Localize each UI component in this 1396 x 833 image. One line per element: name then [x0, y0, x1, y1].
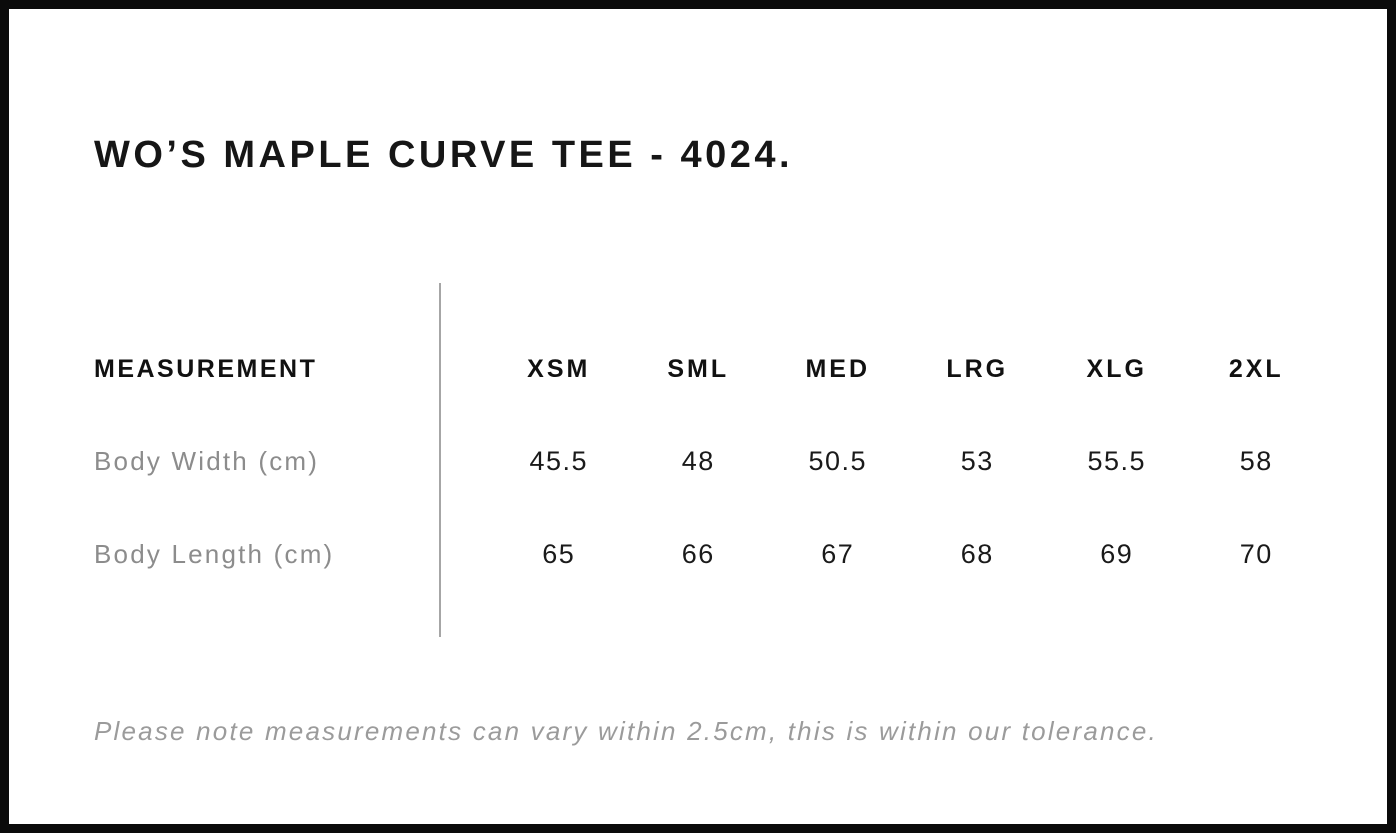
- column-header-measurement: MEASUREMENT: [94, 355, 318, 383]
- body-width-sml: 48: [681, 446, 715, 476]
- body-length-lrg: 68: [960, 539, 994, 569]
- size-table-header-row: MEASUREMENT XSM SML MED LRG XLG 2XL: [94, 355, 1326, 384]
- body-width-xsm: 45.5: [529, 446, 589, 476]
- column-header-lrg: LRG: [946, 355, 1009, 383]
- table-row-body-width: Body Width (cm) 45.5 48 50.5 53 55.5 58: [94, 446, 1326, 477]
- body-length-sml: 66: [681, 539, 715, 569]
- table-row-body-length: Body Length (cm) 65 66 67 68 69 70: [94, 539, 1326, 570]
- body-length-med: 67: [821, 539, 855, 569]
- column-header-xlg: XLG: [1086, 355, 1147, 383]
- tolerance-note: Please note measurements can vary within…: [94, 716, 1158, 746]
- row-label-body-width: Body Width (cm): [94, 446, 320, 476]
- table-vertical-divider: [439, 283, 441, 637]
- body-width-xlg: 55.5: [1087, 446, 1147, 476]
- body-width-med: 50.5: [808, 446, 868, 476]
- column-header-xsm: XSM: [527, 355, 591, 383]
- body-length-xsm: 65: [542, 539, 576, 569]
- page-title: WO’S MAPLE CURVE TEE - 4024.: [94, 134, 794, 177]
- column-header-med: MED: [805, 355, 871, 383]
- body-width-lrg: 53: [960, 446, 994, 476]
- column-header-sml: SML: [667, 355, 730, 383]
- body-length-2xl: 70: [1239, 539, 1273, 569]
- row-label-body-length: Body Length (cm): [94, 539, 335, 569]
- body-length-xlg: 69: [1100, 539, 1134, 569]
- body-width-2xl: 58: [1239, 446, 1273, 476]
- column-header-2xl: 2XL: [1228, 355, 1284, 383]
